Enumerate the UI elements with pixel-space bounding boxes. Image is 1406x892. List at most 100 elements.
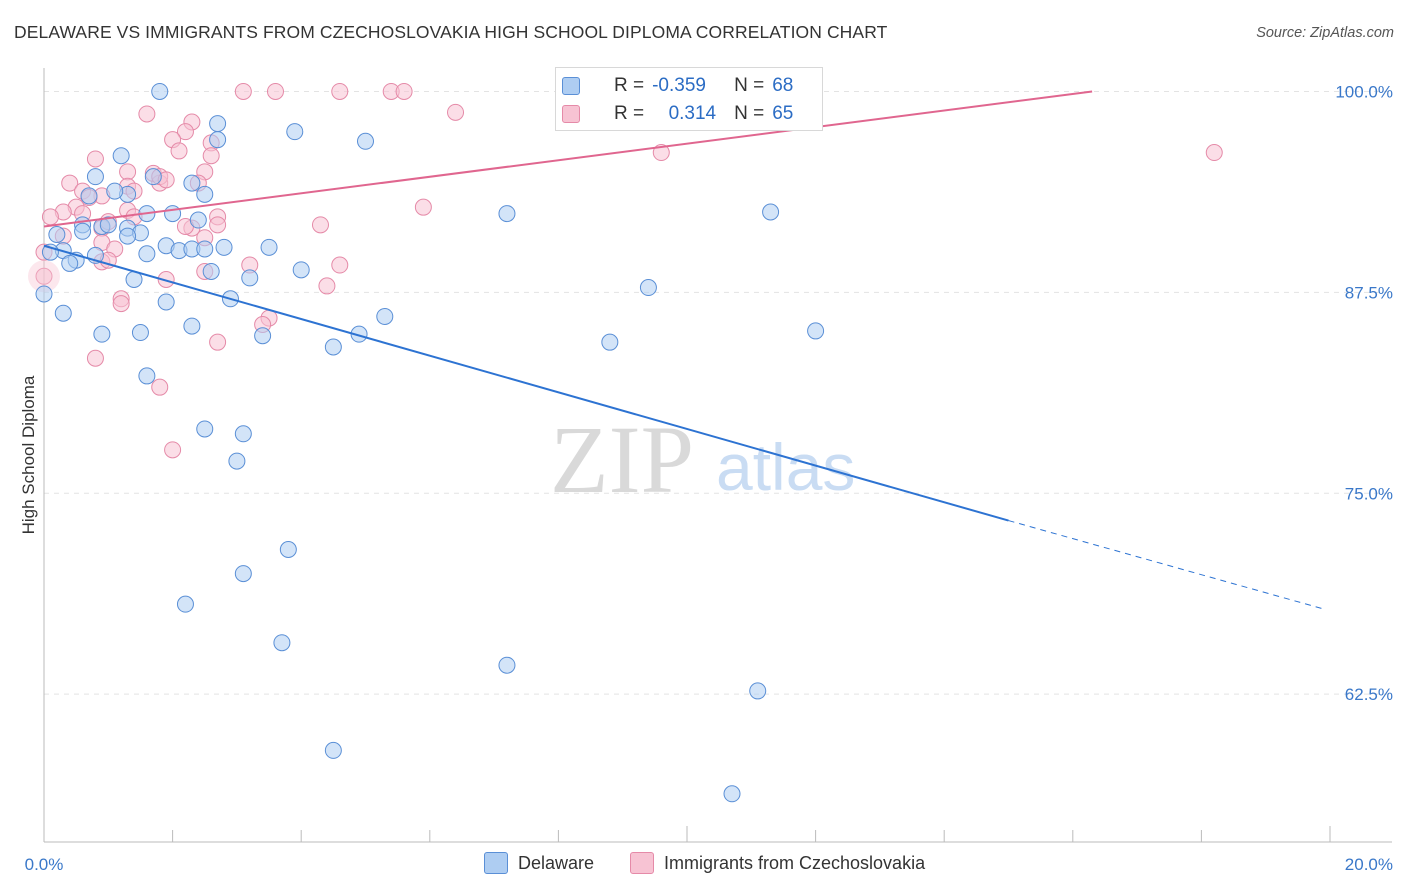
r-label-czech: R = [614, 103, 645, 124]
legend-row-czech: R = 0.314 N = 65 [562, 101, 794, 127]
delaware-trendline-projection [1008, 520, 1324, 610]
czech-point [86, 349, 104, 367]
czech-point [209, 333, 227, 351]
delaware-point [54, 304, 72, 322]
axes [43, 68, 1392, 843]
delaware-point [324, 338, 342, 356]
delaware-point [498, 205, 516, 223]
delaware-point [286, 123, 304, 141]
delaware-point [119, 227, 137, 245]
delaware-point [196, 420, 214, 438]
delaware-point [376, 307, 394, 325]
czech-point [119, 163, 137, 181]
czech-point [138, 105, 156, 123]
y-tick-label: 100.0% [1335, 82, 1393, 101]
delaware-point [254, 327, 272, 345]
delaware-point [601, 333, 619, 351]
r-value-delaware: -0.359 [652, 75, 706, 96]
delaware-point [357, 132, 374, 150]
czech-point [318, 277, 336, 295]
watermark-atlas: atlas [716, 430, 855, 504]
gridlines [44, 90, 1392, 695]
delaware-points [35, 82, 825, 803]
r-label-delaware: R = [614, 75, 645, 96]
delaware-point [209, 115, 227, 133]
delaware-swatch [562, 77, 580, 95]
delaware-point [189, 211, 207, 229]
czech-point [86, 150, 104, 168]
n-value-czech: 65 [772, 103, 794, 124]
legend-item-delaware[interactable]: Delaware [484, 852, 594, 874]
x-tick-label: 0.0% [25, 855, 64, 874]
delaware-point [234, 565, 252, 583]
delaware-point [86, 168, 104, 186]
delaware-point [273, 634, 291, 652]
delaware-point [80, 187, 98, 205]
czech-point [164, 441, 182, 459]
czech-point [311, 216, 329, 234]
delaware-point [112, 147, 130, 165]
delaware-point [183, 317, 201, 335]
x-tick-labels: 0.0% 20.0% [25, 855, 1393, 874]
watermark-zip: ZIP [550, 406, 694, 513]
delaware-trendline [43, 244, 1009, 522]
delaware-point [228, 452, 246, 470]
delaware-point [48, 226, 66, 243]
n-label-delaware: N = [734, 75, 765, 96]
czech-point [331, 82, 349, 100]
y-tick-label: 87.5% [1345, 283, 1393, 302]
delaware-point [215, 238, 233, 256]
delaware-point [74, 222, 92, 240]
czech-point [151, 378, 169, 396]
delaware-point [106, 182, 124, 200]
czech-point [157, 271, 175, 288]
delaware-point [157, 293, 175, 311]
delaware-point [292, 261, 310, 279]
czech-point [28, 260, 60, 293]
delaware-point [498, 656, 516, 674]
y-tick-labels: 62.5% 75.0% 87.5% 100.0% [1335, 82, 1393, 704]
czech-legend-swatch [630, 852, 654, 874]
czech-point [41, 208, 59, 226]
delaware-point [260, 238, 278, 256]
delaware-legend-label: Delaware [518, 852, 595, 873]
delaware-point [99, 216, 117, 234]
delaware-legend-swatch [484, 852, 508, 874]
czech-point [170, 142, 188, 160]
delaware-point [234, 425, 252, 443]
delaware-point [164, 205, 182, 223]
czech-legend-label: Immigrants from Czechoslovakia [664, 852, 926, 873]
czech-point [209, 216, 227, 234]
delaware-point [749, 682, 767, 700]
czech-point [61, 174, 79, 192]
delaware-point [279, 541, 297, 558]
r-value-czech: 0.314 [668, 103, 717, 124]
delaware-point [151, 82, 169, 100]
delaware-point [138, 245, 156, 263]
czech-point [395, 82, 413, 100]
czech-point [652, 144, 670, 162]
delaware-point [762, 203, 780, 221]
delaware-point [202, 262, 220, 280]
legend-row-delaware: R = -0.359 N = 68 [562, 73, 794, 99]
delaware-point [196, 240, 214, 258]
delaware-point [723, 785, 741, 803]
y-tick-label: 62.5% [1345, 685, 1393, 704]
delaware-point [61, 254, 79, 272]
y-axis-label: High School Diploma [19, 375, 38, 534]
x-tick-label: 20.0% [1345, 855, 1393, 874]
source-label: Source: ZipAtlas.com [1256, 25, 1394, 41]
czech-point [112, 295, 130, 313]
legend-item-czech[interactable]: Immigrants from Czechoslovakia [630, 852, 925, 874]
delaware-point [807, 322, 825, 340]
n-value-delaware: 68 [772, 75, 794, 96]
delaware-point [138, 367, 156, 385]
delaware-point [131, 324, 149, 342]
czech-point [234, 82, 252, 100]
chart-title: DELAWARE VS IMMIGRANTS FROM CZECHOSLOVAK… [14, 22, 888, 42]
stats-legend: R = -0.359 N = 68 R = 0.314 N = 65 [555, 67, 823, 131]
czech-trendline [43, 90, 1093, 228]
delaware-point [324, 741, 342, 759]
delaware-point [241, 269, 259, 287]
